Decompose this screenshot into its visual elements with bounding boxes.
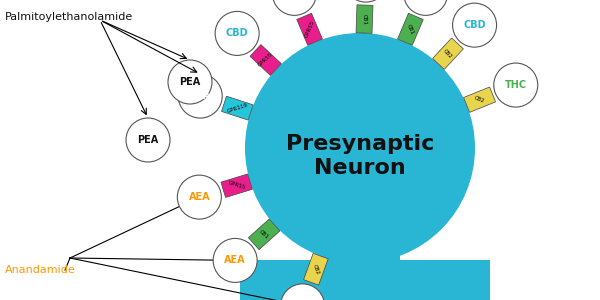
Text: CB2: CB2 <box>311 263 320 275</box>
Polygon shape <box>250 45 281 75</box>
Text: Presynaptic
Neuron: Presynaptic Neuron <box>286 134 434 178</box>
Text: PEA: PEA <box>137 135 158 145</box>
Text: GPR55: GPR55 <box>257 52 274 68</box>
Polygon shape <box>433 38 463 69</box>
Polygon shape <box>398 13 423 45</box>
Circle shape <box>178 74 222 118</box>
Circle shape <box>281 284 325 300</box>
Polygon shape <box>248 219 280 250</box>
Polygon shape <box>464 87 496 112</box>
Polygon shape <box>356 5 373 33</box>
Text: GPR55: GPR55 <box>227 181 246 191</box>
Polygon shape <box>221 96 253 120</box>
Text: CBD: CBD <box>226 28 248 38</box>
Circle shape <box>452 3 497 47</box>
Text: Palmitoylethanolamide: Palmitoylethanolamide <box>5 12 133 22</box>
Text: CB1: CB1 <box>362 14 367 25</box>
Circle shape <box>215 11 259 55</box>
Text: CB2: CB2 <box>473 95 485 104</box>
Text: GPR55: GPR55 <box>304 20 316 39</box>
Text: CB1: CB1 <box>259 229 270 240</box>
Circle shape <box>213 238 257 282</box>
Circle shape <box>494 63 538 107</box>
Text: CB1: CB1 <box>406 23 415 35</box>
Circle shape <box>168 60 212 104</box>
Circle shape <box>344 0 388 2</box>
Text: CB2: CB2 <box>442 48 454 59</box>
Circle shape <box>178 175 221 219</box>
Text: PEA: PEA <box>179 77 200 87</box>
Polygon shape <box>297 13 322 45</box>
Polygon shape <box>304 253 328 285</box>
Text: GPR119: GPR119 <box>226 102 248 114</box>
Text: PEA: PEA <box>190 91 211 101</box>
Circle shape <box>126 118 170 162</box>
Circle shape <box>404 0 448 15</box>
Circle shape <box>245 33 475 263</box>
Text: CBD: CBD <box>463 20 486 30</box>
Polygon shape <box>221 174 253 197</box>
Text: AEA: AEA <box>224 255 246 266</box>
Text: AEA: AEA <box>188 192 210 202</box>
Text: Anandamide: Anandamide <box>5 265 76 275</box>
Polygon shape <box>240 253 490 300</box>
Text: THC: THC <box>505 80 527 90</box>
Circle shape <box>272 0 316 15</box>
